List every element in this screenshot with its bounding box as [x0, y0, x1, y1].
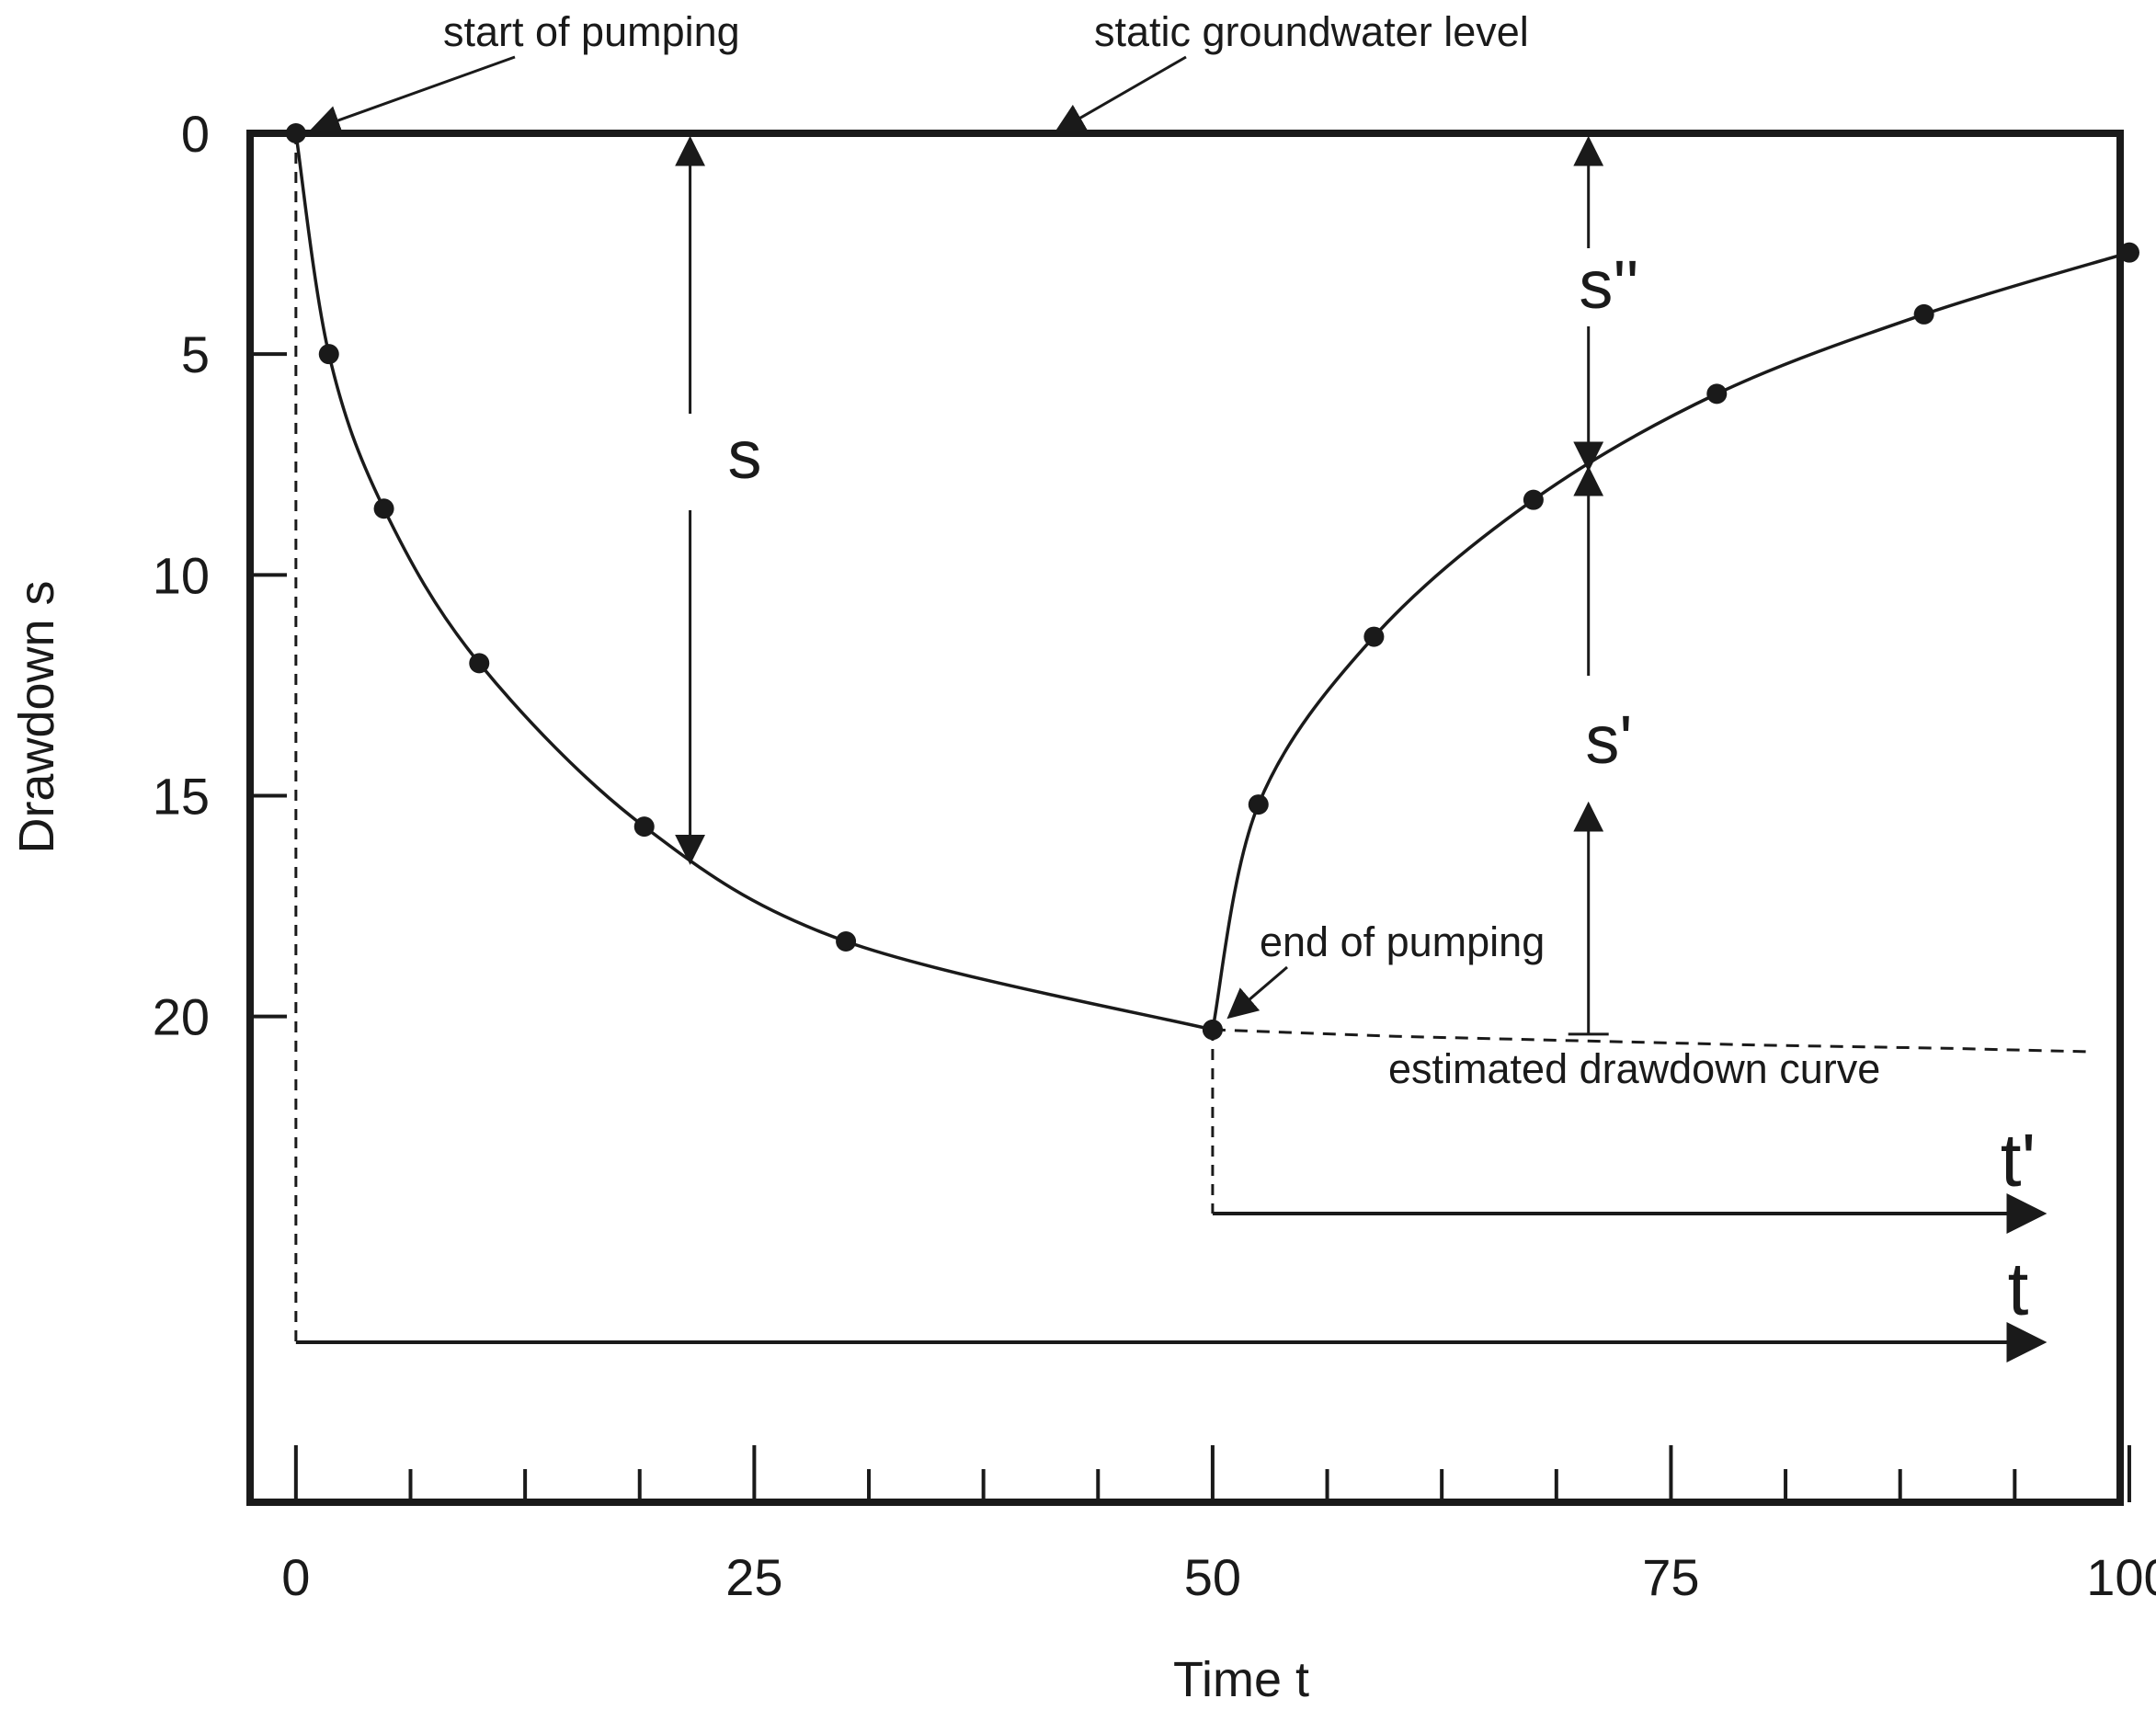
data-point — [1523, 489, 1544, 510]
guide-lines — [294, 133, 2093, 1362]
data-point — [1248, 794, 1269, 815]
start-of-pumping-label: start of pumping — [443, 8, 740, 55]
s-symbol: s — [728, 416, 762, 493]
static-level-pointer — [1054, 55, 1187, 133]
x-tick-label: 25 — [725, 1548, 782, 1606]
x-tick-label: 100 — [2086, 1548, 2156, 1606]
data-point — [1202, 1020, 1223, 1041]
x-axis-label: Time t — [1173, 1652, 1309, 1707]
estimated-drawdown-curve — [1212, 1028, 2093, 1054]
data-point — [318, 344, 339, 365]
end-of-pumping-label: end of pumping — [1260, 918, 1545, 965]
static-level-label: static groundwater level — [1094, 8, 1529, 55]
s-prime-symbol: s' — [1585, 701, 1632, 778]
annotation-arrows — [309, 55, 1609, 1036]
drawdown-curves — [294, 132, 2130, 1032]
t-prime-symbol: t' — [2001, 1119, 2036, 1203]
data-points — [285, 123, 2139, 1041]
s-double-prime-symbol: s'' — [1579, 246, 1638, 323]
y-tick-label: 10 — [153, 546, 210, 604]
data-point — [373, 498, 394, 519]
data-point — [633, 816, 655, 838]
y-ticks: 0 5 10 15 20 — [153, 105, 287, 1046]
y-axis-label: Drawdown s — [9, 580, 64, 853]
plot-frame — [246, 130, 2124, 1506]
recovery-curve — [1211, 251, 2130, 1031]
y-tick-label: 20 — [153, 988, 210, 1046]
data-point — [1706, 383, 1728, 405]
data-point — [1913, 303, 1934, 325]
x-ticks: 0 25 50 75 100 — [281, 1445, 2156, 1606]
x-tick-label: 0 — [281, 1548, 310, 1606]
estimated-curve-label: estimated drawdown curve — [1388, 1045, 1880, 1092]
x-tick-label: 50 — [1184, 1548, 1241, 1606]
y-tick-label: 5 — [181, 325, 210, 383]
end-of-pumping-pointer — [1226, 965, 1288, 1020]
data-point — [469, 653, 490, 674]
data-point — [836, 930, 857, 952]
t-symbol: t — [2008, 1248, 2029, 1331]
data-point — [1363, 626, 1385, 647]
start-of-pumping-pointer — [309, 55, 516, 135]
x-tick-label: 75 — [1642, 1548, 1699, 1606]
y-tick-label: 0 — [181, 105, 210, 163]
drawdown-curve — [294, 132, 1214, 1032]
data-point — [285, 123, 306, 143]
y-tick-label: 15 — [153, 767, 210, 825]
data-point — [2118, 242, 2139, 263]
